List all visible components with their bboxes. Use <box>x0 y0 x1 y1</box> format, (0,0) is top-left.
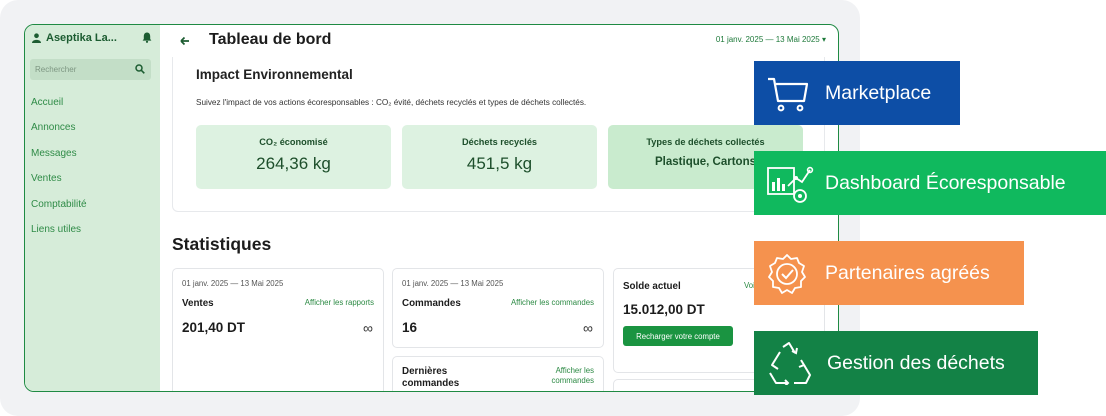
back-arrow-icon[interactable] <box>180 36 190 46</box>
badge-label: Gestion des déchets <box>827 352 1005 374</box>
app-window: Aseptika La... Accueil Annonces Messages… <box>24 24 839 392</box>
waste-management-badge[interactable]: Gestion des déchets <box>754 331 1038 395</box>
sidebar-item-annonces[interactable]: Annonces <box>31 122 76 134</box>
sales-card: 01 janv. 2025 — 13 Mai 2025 Ventes Affic… <box>172 268 384 391</box>
top-bar: Tableau de bord 01 janv. 2025 — 13 Mai 2… <box>160 25 838 55</box>
orders-value: 16 <box>402 320 418 335</box>
card-date: 01 janv. 2025 — 13 Mai 2025 <box>182 279 284 288</box>
badge-label: Partenaires agréés <box>825 262 990 284</box>
orders-card: 01 janv. 2025 — 13 Mai 2025 Commandes Af… <box>392 268 604 348</box>
sidebar: Aseptika La... Accueil Annonces Messages… <box>25 25 160 391</box>
page-title: Tableau de bord <box>209 31 332 48</box>
metric-label: CO₂ économisé <box>259 137 328 147</box>
metric-value: 451,5 kg <box>466 154 533 173</box>
co2-saved-metric: CO₂ économisé 264,36 kg <box>196 125 391 189</box>
environmental-impact-panel: Impact Environnemental Suivez l'impact d… <box>172 57 825 212</box>
search-box <box>30 59 151 80</box>
main-content: Tableau de bord 01 janv. 2025 — 13 Mai 2… <box>160 25 838 391</box>
recycle-icon <box>769 342 811 385</box>
partners-badge[interactable]: Partenaires agréés <box>754 241 1024 305</box>
view-reports-link[interactable]: Afficher les rapports <box>304 298 374 307</box>
view-balance-link[interactable]: Voir <box>744 281 758 290</box>
verified-badge-icon <box>768 254 806 294</box>
search-input[interactable] <box>30 59 151 80</box>
cart-icon <box>768 77 809 112</box>
metric-label: Types de déchets collectés <box>646 137 765 147</box>
sidebar-item-messages[interactable]: Messages <box>31 147 77 159</box>
recycled-waste-metric: Déchets recyclés 451,5 kg <box>402 125 597 189</box>
metric-value: 264,36 kg <box>256 154 331 173</box>
recharge-account-button[interactable]: Recharger votre compte <box>623 326 733 346</box>
card-title: Dernières commandes <box>402 366 460 389</box>
metric-value: Plastique, Cartons <box>655 156 756 168</box>
sidebar-nav: Accueil Annonces Messages Ventes Comptab… <box>31 97 87 249</box>
card-date: 01 janv. 2025 — 13 Mai 2025 <box>402 279 504 288</box>
brand-name: Aseptika La... <box>46 32 117 44</box>
date-range-selector[interactable]: 01 janv. 2025 — 13 Mai 2025 ▾ <box>715 35 826 44</box>
sidebar-item-ventes[interactable]: Ventes <box>31 173 62 185</box>
card-title: Ventes <box>182 298 214 309</box>
sidebar-item-accueil[interactable]: Accueil <box>31 97 64 108</box>
sales-value: 201,40 DT <box>182 320 246 335</box>
eco-dashboard-badge[interactable]: Dashboard Écoresponsable <box>754 151 1106 215</box>
card-title: Solde actuel <box>623 281 681 292</box>
badge-label: Marketplace <box>825 82 932 104</box>
metric-label: Déchets recyclés <box>461 137 538 147</box>
impact-description: Suivez l'impact de vos actions écorespon… <box>196 98 587 107</box>
infinity-icon: ∞ <box>583 320 593 336</box>
marketplace-badge[interactable]: Marketplace <box>754 61 960 125</box>
balance-value: 15.012,00 DT <box>623 302 705 317</box>
sidebar-item-liens-utiles[interactable]: Liens utiles <box>31 223 82 235</box>
statistics-heading: Statistiques <box>172 234 272 254</box>
badge-label: Dashboard Écoresponsable <box>825 172 1066 194</box>
recent-orders-card: Dernières commandes Afficher les command… <box>392 356 604 391</box>
infinity-icon: ∞ <box>363 320 373 336</box>
view-orders-link[interactable]: Afficher les commandes <box>551 366 594 385</box>
bell-icon[interactable] <box>142 32 152 43</box>
brand-account[interactable]: Aseptika La... <box>32 31 152 45</box>
user-icon <box>32 33 41 43</box>
search-icon[interactable] <box>135 64 145 74</box>
sidebar-item-comptabilite[interactable]: Comptabilité <box>31 198 87 210</box>
impact-title: Impact Environnemental <box>196 67 353 82</box>
analytics-icon <box>767 166 814 203</box>
card-title: Commandes <box>402 298 461 309</box>
view-orders-link[interactable]: Afficher les commandes <box>510 298 594 307</box>
